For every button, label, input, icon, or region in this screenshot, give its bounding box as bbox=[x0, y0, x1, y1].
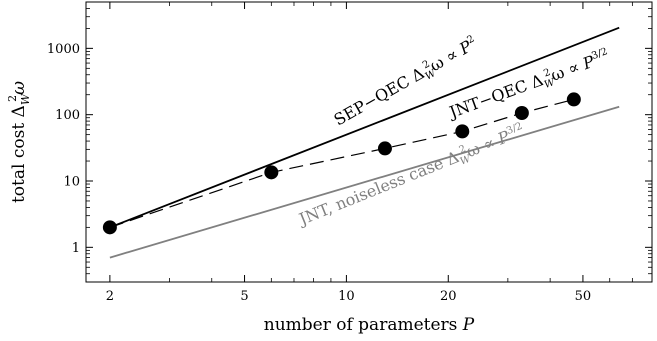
data-point bbox=[102, 220, 117, 235]
x-tick-label: 20 bbox=[440, 289, 457, 304]
x-tick-label: 50 bbox=[575, 289, 592, 304]
x-axis-title: number of parameters P bbox=[264, 315, 475, 335]
y-tick-label: 10 bbox=[63, 175, 80, 190]
x-tick-label: 2 bbox=[106, 289, 114, 304]
series-line-0 bbox=[109, 26, 620, 229]
x-tick-label: 5 bbox=[240, 289, 248, 304]
data-point bbox=[514, 106, 529, 121]
series-line-1 bbox=[109, 98, 574, 228]
axis-ticks: 2 5 10 20 50 1 10 100 1000 bbox=[47, 1, 653, 304]
plot-frame bbox=[85, 1, 653, 283]
data-point bbox=[566, 92, 581, 107]
data-point bbox=[455, 124, 470, 139]
y-tick-label: 100 bbox=[55, 108, 80, 123]
y-tick-label: 1 bbox=[72, 241, 80, 256]
data-point bbox=[377, 141, 392, 156]
series-line-3 bbox=[109, 105, 620, 259]
annotation-jnt-noiseless: JNT, noiseless case ΔW2ω ∝ P3/2 bbox=[295, 121, 529, 232]
y-axis-title: total cost ΔW2ω bbox=[6, 81, 32, 203]
x-tick-label: 10 bbox=[338, 289, 355, 304]
data-point bbox=[264, 165, 279, 180]
chart-series bbox=[102, 26, 620, 259]
y-tick-label: 1000 bbox=[47, 42, 80, 57]
